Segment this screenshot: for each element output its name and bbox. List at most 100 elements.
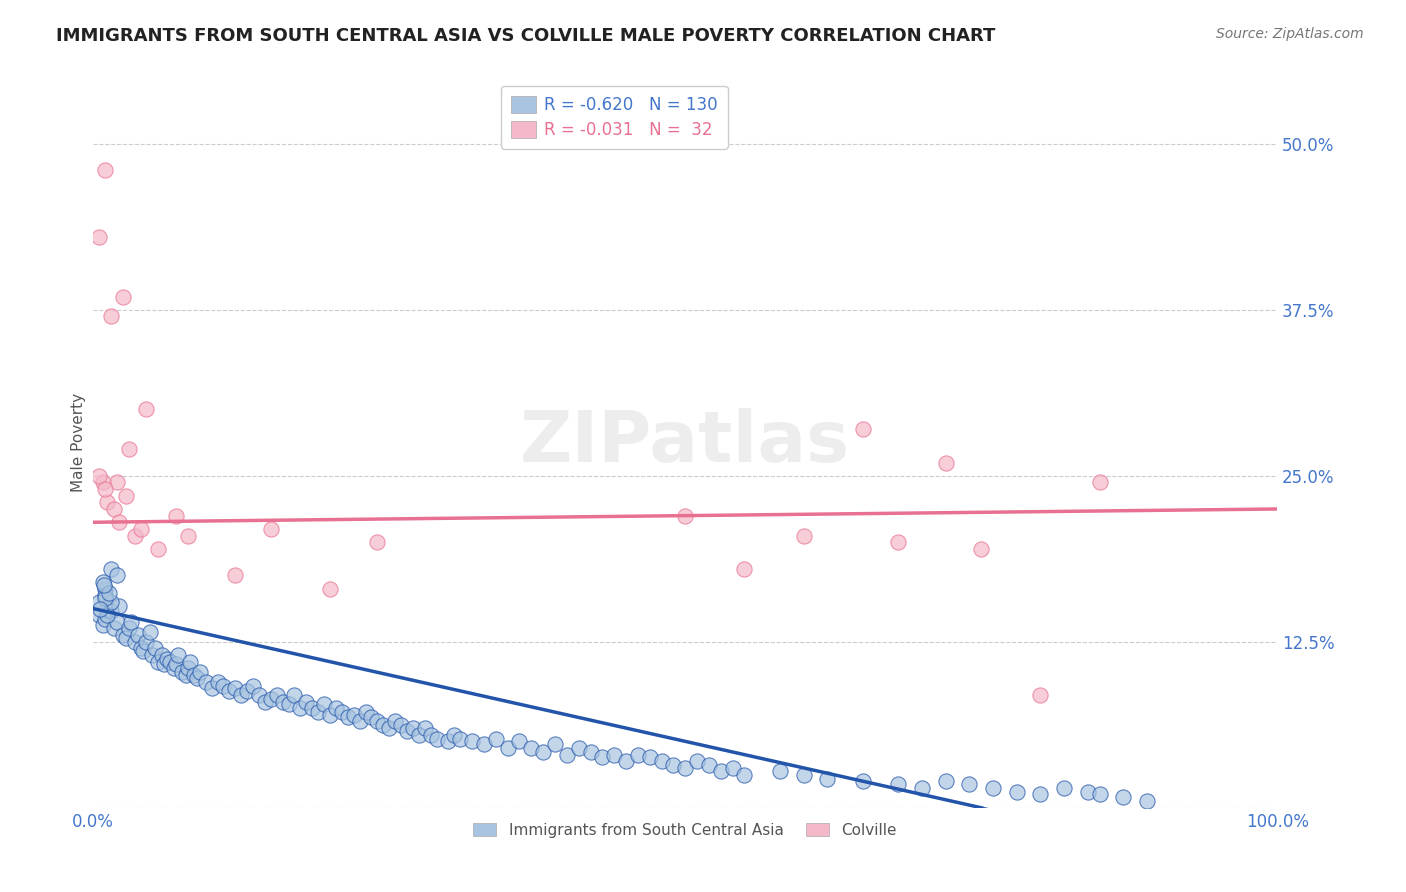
Point	[260, 522, 283, 536]
Point	[94, 591, 117, 605]
Point	[94, 163, 117, 178]
Point	[218, 684, 240, 698]
Point	[96, 601, 118, 615]
Point	[120, 615, 142, 629]
Point	[207, 674, 229, 689]
Point	[426, 731, 449, 746]
Point	[155, 652, 177, 666]
Point	[686, 754, 709, 768]
Point	[508, 734, 530, 748]
Point	[733, 562, 755, 576]
Point	[815, 772, 838, 786]
Point	[360, 710, 382, 724]
Point	[793, 528, 815, 542]
Point	[159, 655, 181, 669]
Point	[231, 688, 253, 702]
Point	[177, 528, 200, 542]
Point	[141, 648, 163, 662]
Point	[89, 601, 111, 615]
Point	[911, 780, 934, 795]
Point	[336, 710, 359, 724]
Point	[200, 681, 222, 696]
Point	[242, 679, 264, 693]
Point	[96, 495, 118, 509]
Point	[1077, 785, 1099, 799]
Point	[614, 754, 637, 768]
Point	[733, 767, 755, 781]
Point	[887, 535, 910, 549]
Point	[697, 758, 720, 772]
Point	[135, 634, 157, 648]
Point	[108, 599, 131, 613]
Point	[354, 705, 377, 719]
Point	[325, 701, 347, 715]
Point	[1112, 790, 1135, 805]
Point	[378, 721, 401, 735]
Text: ZIPatlas: ZIPatlas	[520, 409, 851, 477]
Point	[163, 661, 186, 675]
Point	[389, 718, 412, 732]
Point	[555, 747, 578, 762]
Point	[591, 750, 613, 764]
Point	[312, 697, 335, 711]
Point	[485, 731, 508, 746]
Point	[395, 723, 418, 738]
Point	[179, 655, 201, 669]
Point	[224, 681, 246, 696]
Point	[100, 310, 122, 324]
Point	[349, 714, 371, 729]
Point	[710, 764, 733, 778]
Point	[330, 705, 353, 719]
Point	[520, 741, 543, 756]
Point	[721, 761, 744, 775]
Point	[100, 595, 122, 609]
Point	[603, 747, 626, 762]
Point	[139, 625, 162, 640]
Point	[295, 694, 318, 708]
Point	[212, 679, 235, 693]
Point	[87, 229, 110, 244]
Point	[94, 582, 117, 596]
Point	[627, 747, 650, 762]
Point	[402, 721, 425, 735]
Point	[935, 774, 957, 789]
Point	[319, 582, 342, 596]
Point	[165, 657, 187, 672]
Point	[301, 701, 323, 715]
Point	[129, 641, 152, 656]
Point	[319, 707, 342, 722]
Point	[887, 777, 910, 791]
Point	[544, 737, 567, 751]
Point	[153, 657, 176, 672]
Point	[366, 535, 388, 549]
Point	[266, 688, 288, 702]
Point	[373, 718, 395, 732]
Point	[1088, 475, 1111, 490]
Point	[118, 442, 141, 457]
Point	[769, 764, 792, 778]
Point	[651, 754, 673, 768]
Point	[167, 648, 190, 662]
Point	[127, 628, 149, 642]
Point	[307, 705, 329, 719]
Point	[568, 741, 591, 756]
Point	[135, 402, 157, 417]
Point	[852, 422, 875, 436]
Point	[957, 777, 980, 791]
Point	[449, 731, 471, 746]
Point	[132, 644, 155, 658]
Point	[673, 761, 696, 775]
Point	[366, 714, 388, 729]
Point	[91, 475, 114, 490]
Point	[472, 737, 495, 751]
Point	[531, 745, 554, 759]
Point	[1029, 688, 1052, 702]
Point	[260, 691, 283, 706]
Point	[87, 595, 110, 609]
Y-axis label: Male Poverty: Male Poverty	[72, 393, 86, 492]
Point	[93, 577, 115, 591]
Point	[165, 508, 187, 523]
Point	[662, 758, 685, 772]
Point	[496, 741, 519, 756]
Point	[277, 697, 299, 711]
